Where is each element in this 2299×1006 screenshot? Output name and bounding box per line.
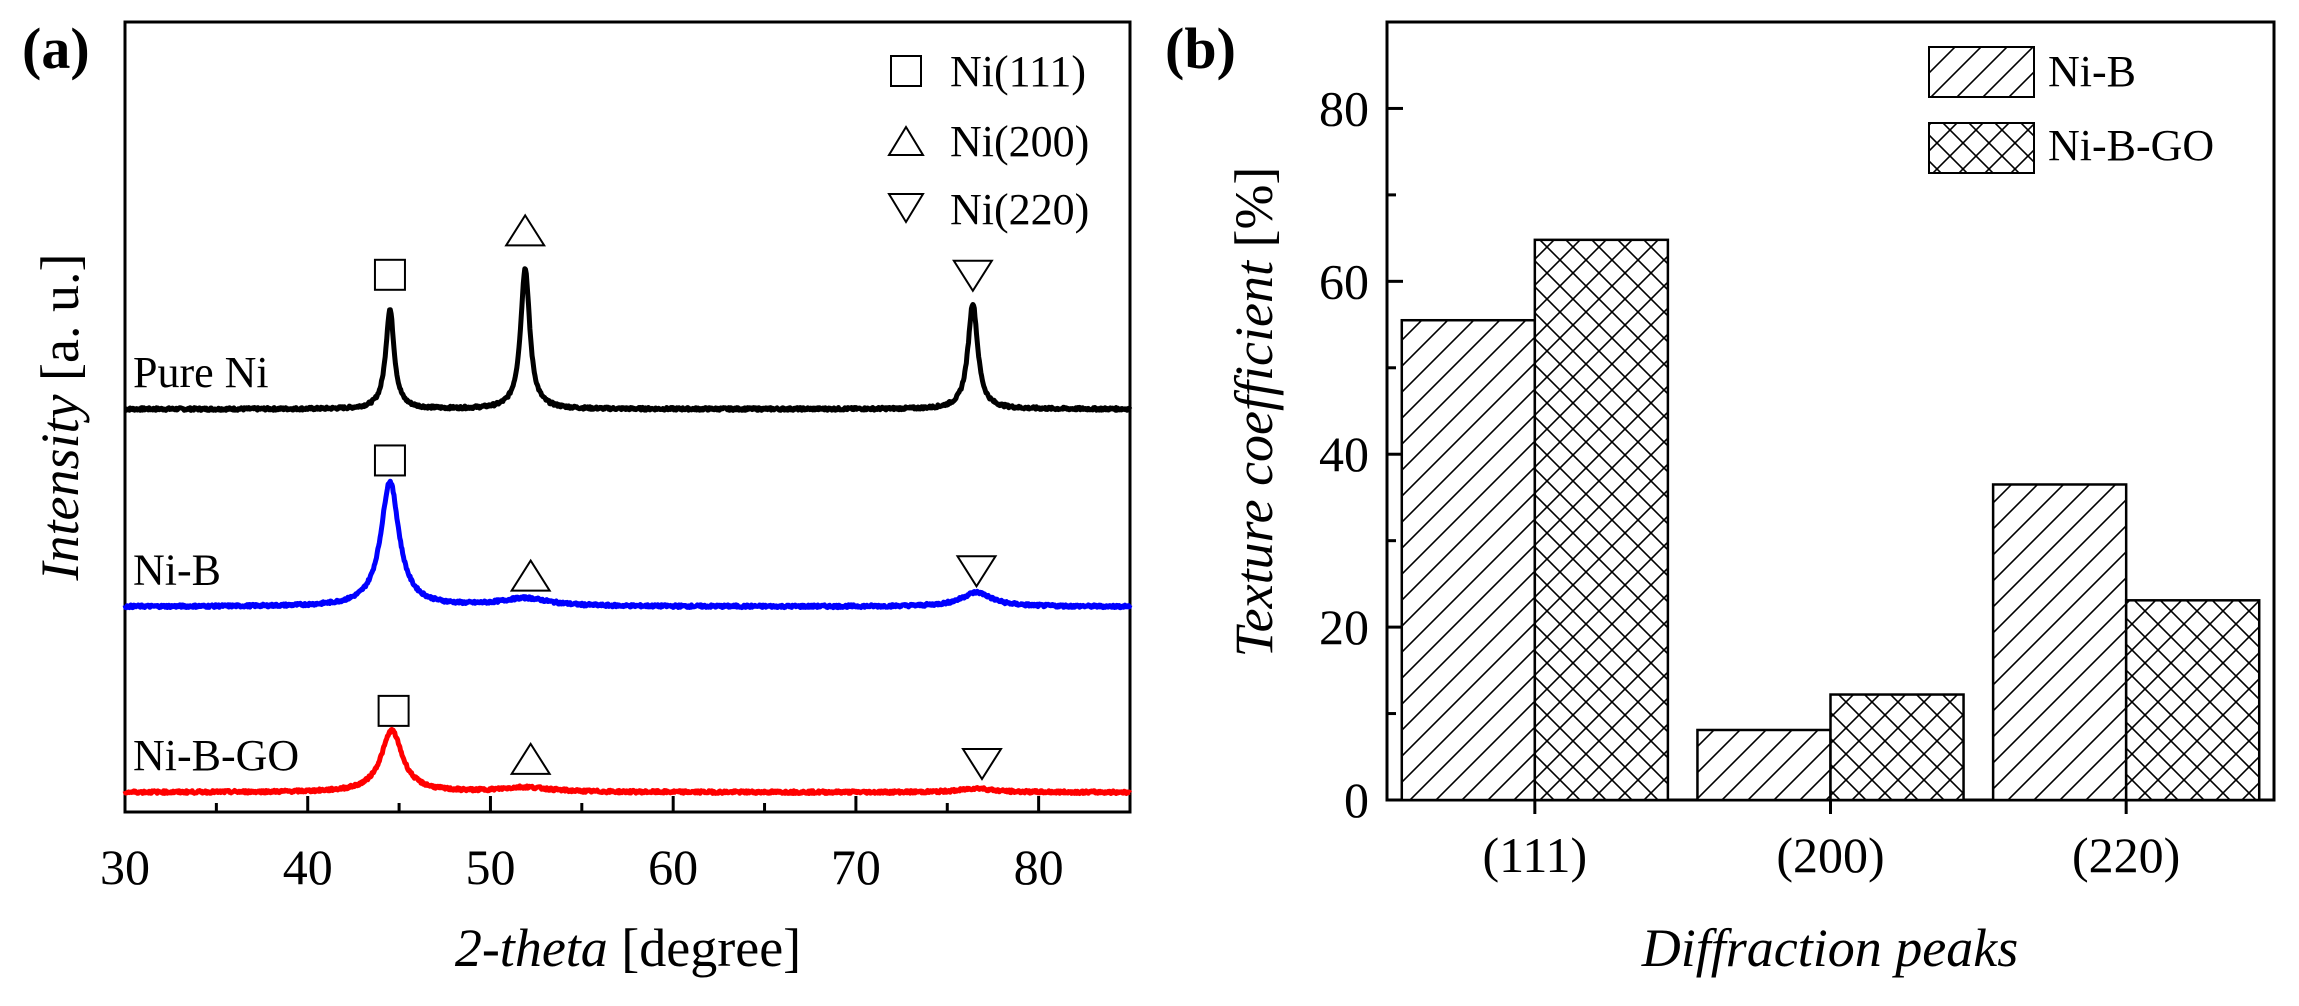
series-label-pure-ni: Pure Ni [133, 348, 269, 397]
panel-b-y-ticks: 0 20 40 60 80 [1319, 80, 1403, 828]
x-category-label: (200) [1776, 827, 1884, 883]
y-tick-label: 60 [1319, 253, 1369, 309]
series-label-ni-b-go: Ni-B-GO [133, 731, 299, 780]
x-tick-label: 80 [1014, 839, 1064, 895]
hatch-swatch-icon [1928, 46, 2035, 98]
panel-a-y-axis-title: Intensity [a. u.] [30, 254, 90, 582]
legend-label-ni-b-go: Ni-B-GO [2048, 121, 2214, 170]
x-tick-label: 40 [283, 839, 333, 895]
square-marker-icon [373, 444, 406, 477]
panel-a-xrd-chart: (a) 30 40 50 60 70 80 Pure Ni Ni-B Ni-B-GO Ni(1… [22, 16, 1133, 978]
x-tick-label: 70 [831, 839, 881, 895]
triangle-up-marker-icon [509, 558, 552, 592]
crosshatch-swatch-icon [1928, 122, 2035, 174]
y-tick-label: 20 [1319, 599, 1369, 655]
x-tick-label: 30 [100, 839, 150, 895]
panel-b-y-axis-title: Texture coefficient [%] [1224, 167, 1284, 658]
x-category-label: (220) [2072, 827, 2180, 883]
square-marker-icon [373, 258, 406, 291]
series-label-ni-b: Ni-B [133, 545, 221, 594]
panel-a-plot-frame [123, 20, 1132, 814]
x-category-label: (111) [1483, 827, 1588, 883]
panel-a-legend: Ni(111) Ni(200) Ni(220) [887, 47, 1089, 234]
square-marker-icon [377, 694, 410, 727]
y-tick-label: 80 [1319, 80, 1369, 136]
panel-a-x-ticks: 30 40 50 60 70 80 [100, 796, 1132, 895]
bar-ni-b-111 [1400, 318, 1537, 802]
triangle-down-marker-icon [955, 555, 998, 589]
bar-ni-b-go-200 [1829, 693, 1965, 802]
x-tick-label: 60 [648, 839, 698, 895]
series-line-ni-b [122, 478, 1133, 611]
panel-a-series-labels: Pure Ni Ni-B Ni-B-GO [133, 348, 299, 780]
triangle-down-marker-icon [887, 193, 925, 224]
bar-ni-b-220 [1991, 483, 2128, 802]
legend-item-ni-b-go: Ni-B-GO [1928, 121, 2214, 174]
legend-item-ni111: Ni(111) [890, 47, 1086, 96]
panel-b-x-axis-title: Diffraction peaks [1641, 918, 2018, 978]
triangle-down-marker-icon [952, 259, 994, 293]
bar-ni-b-200 [1696, 728, 1832, 802]
panel-b-label: (b) [1165, 16, 1236, 81]
panel-b-legend: Ni-B Ni-B-GO [1928, 46, 2214, 174]
panel-a-peak-markers [373, 213, 1003, 781]
bar-ni-b-go-220 [2124, 599, 2261, 802]
legend-item-ni200: Ni(200) [887, 117, 1089, 166]
legend-label-ni220: Ni(220) [950, 185, 1089, 234]
series-line-ni-b-go [122, 726, 1133, 796]
panel-b-texture-chart: (b) 0 20 40 60 80 (111) (200) (220) Ni-B Ni-B-… [1165, 16, 2276, 978]
legend-label-ni-b: Ni-B [2048, 47, 2136, 96]
legend-label-ni200: Ni(200) [950, 117, 1089, 166]
triangle-up-marker-icon [887, 125, 925, 156]
series-line-pure-ni [123, 266, 1133, 413]
x-tick-label: 50 [465, 839, 515, 895]
bar-ni-b-go-111 [1533, 238, 1670, 802]
panel-a-series-group [122, 266, 1133, 796]
triangle-up-marker-icon [504, 213, 546, 247]
triangle-up-marker-icon [509, 741, 552, 775]
legend-item-ni220: Ni(220) [887, 185, 1089, 234]
y-tick-label: 0 [1344, 772, 1369, 828]
panel-a-x-axis-title: 2-theta [degree] [455, 918, 801, 978]
y-tick-label: 40 [1319, 426, 1369, 482]
legend-label-ni111: Ni(111) [950, 47, 1086, 96]
square-marker-icon [890, 55, 922, 87]
triangle-down-marker-icon [961, 748, 1003, 781]
panel-a-label: (a) [22, 16, 90, 81]
panel-b-category-labels: (111) (200) (220) [1483, 800, 2180, 883]
panel-b-bars [1400, 238, 2261, 802]
legend-item-ni-b: Ni-B [1928, 46, 2136, 98]
